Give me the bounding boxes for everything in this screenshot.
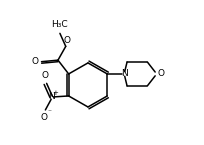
Text: O: O (156, 69, 163, 78)
Text: H₃C: H₃C (50, 20, 67, 29)
Text: +: + (52, 90, 58, 96)
Text: O: O (41, 113, 48, 122)
Text: O: O (42, 71, 49, 80)
Text: N: N (48, 92, 54, 101)
Text: ⁻: ⁻ (47, 107, 51, 116)
Text: N: N (121, 69, 128, 78)
Text: O: O (31, 57, 38, 66)
Text: O: O (63, 36, 70, 45)
